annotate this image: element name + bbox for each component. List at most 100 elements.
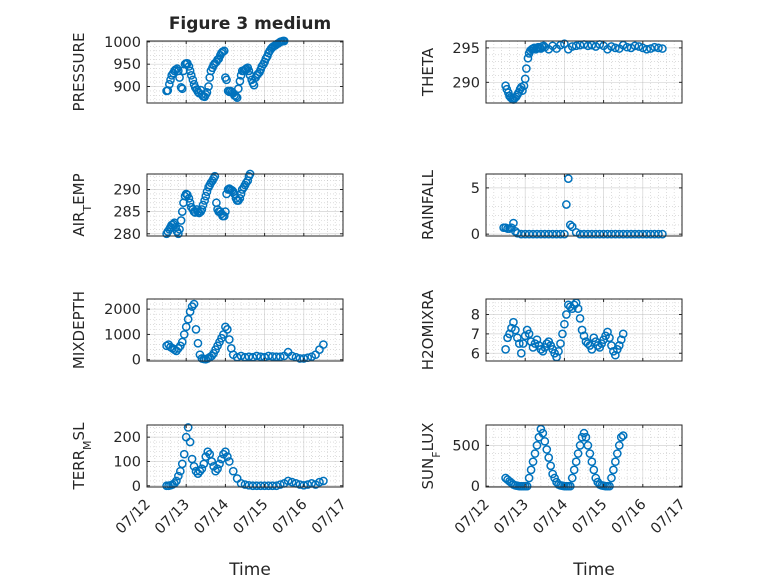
y-tick-label: 290 xyxy=(113,183,141,199)
data-point xyxy=(231,91,241,101)
subplot-mixdepth: 0 1000 2000 MIXDEPTH xyxy=(70,291,344,369)
data-point xyxy=(542,445,552,454)
data-point xyxy=(252,351,262,361)
data-point xyxy=(221,207,230,216)
data-point xyxy=(203,447,213,457)
axes-box xyxy=(485,40,683,104)
data-point xyxy=(554,346,563,356)
data-point xyxy=(193,338,203,348)
data-point xyxy=(211,466,220,476)
data-point xyxy=(197,464,207,474)
data-point xyxy=(177,337,187,347)
data-point xyxy=(191,325,201,334)
data-point xyxy=(612,449,622,458)
y-tick-label: 1000 xyxy=(104,327,141,343)
data-point xyxy=(562,200,571,209)
data-point xyxy=(275,352,285,362)
data-point xyxy=(224,335,234,344)
data-point xyxy=(630,41,640,51)
axes-box xyxy=(485,424,683,488)
data-point xyxy=(509,218,518,228)
data-point xyxy=(562,310,571,319)
subplot-rainfall: 0 5 RAINFALL xyxy=(419,169,683,243)
data-point xyxy=(609,465,618,475)
data-point xyxy=(188,75,198,85)
data-point xyxy=(548,469,557,479)
data-point xyxy=(175,225,184,234)
data-point xyxy=(319,476,328,486)
data-point xyxy=(221,447,230,457)
data-point xyxy=(185,66,195,76)
data-point xyxy=(516,348,526,358)
data-point xyxy=(567,42,577,51)
data-point xyxy=(223,452,232,461)
y-axis-label: THETA xyxy=(419,47,437,97)
y-axis-label: MIXDEPTH xyxy=(70,291,88,369)
data-point xyxy=(299,354,309,363)
data-point xyxy=(546,461,556,471)
y-axis-label: PRESSURE xyxy=(70,33,88,112)
data-point xyxy=(287,477,297,487)
y-tick-label: 950 xyxy=(113,57,141,73)
data-point xyxy=(658,44,667,53)
data-point xyxy=(523,53,533,63)
data-point xyxy=(175,73,184,82)
data-point xyxy=(219,211,229,221)
data-point xyxy=(197,205,207,214)
data-point xyxy=(560,229,569,239)
data-point xyxy=(240,480,250,489)
data-point xyxy=(544,453,554,462)
data-point xyxy=(577,432,587,442)
subplot-h2omixra: 6 7 8 H2OMIXRA xyxy=(419,289,683,370)
plot-area xyxy=(147,425,343,487)
data-point xyxy=(611,457,620,467)
data-point xyxy=(530,449,540,458)
data-point xyxy=(174,471,183,481)
data-point xyxy=(540,436,550,446)
data-point xyxy=(526,465,536,475)
data-point xyxy=(202,87,212,97)
axes-box xyxy=(485,298,683,362)
data-point xyxy=(614,441,624,450)
data-point xyxy=(174,229,183,239)
y-tick-label: 200 xyxy=(113,430,141,446)
y-tick-label: 5 xyxy=(471,181,480,197)
data-point xyxy=(563,174,573,183)
data-point xyxy=(532,335,542,345)
data-point xyxy=(176,216,186,225)
plot-area xyxy=(486,425,682,487)
data-point xyxy=(616,335,626,345)
data-point xyxy=(618,329,628,339)
data-point xyxy=(223,325,232,334)
data-point xyxy=(167,70,177,80)
data-point xyxy=(560,39,569,49)
y-tick-label: 8 xyxy=(471,308,480,324)
axes-box xyxy=(485,173,683,237)
y-tick-label: 280 xyxy=(113,227,141,243)
data-point xyxy=(611,43,620,53)
data-point xyxy=(587,345,597,354)
subplot-pressure: 900 950 1000 PRESSURE xyxy=(70,33,344,112)
plot-area xyxy=(486,174,682,236)
data-point xyxy=(569,465,579,475)
data-point xyxy=(185,307,195,317)
data-point xyxy=(179,330,189,339)
y-tick-label: 100 xyxy=(113,454,141,470)
data-point xyxy=(524,473,534,483)
data-point xyxy=(565,220,575,230)
data-point xyxy=(501,345,510,354)
data-point xyxy=(183,423,193,432)
y-axis-label: RAINFALL xyxy=(419,169,437,240)
data-point xyxy=(573,449,583,458)
data-point xyxy=(650,42,659,52)
data-point xyxy=(581,432,591,442)
data-point xyxy=(642,44,652,54)
data-point xyxy=(195,466,205,476)
data-point xyxy=(200,196,209,205)
data-point xyxy=(235,76,245,86)
data-point xyxy=(177,207,187,216)
y-tick-label: 2000 xyxy=(104,302,141,318)
data-point xyxy=(522,481,532,491)
data-point xyxy=(591,473,601,483)
data-point xyxy=(181,322,191,332)
